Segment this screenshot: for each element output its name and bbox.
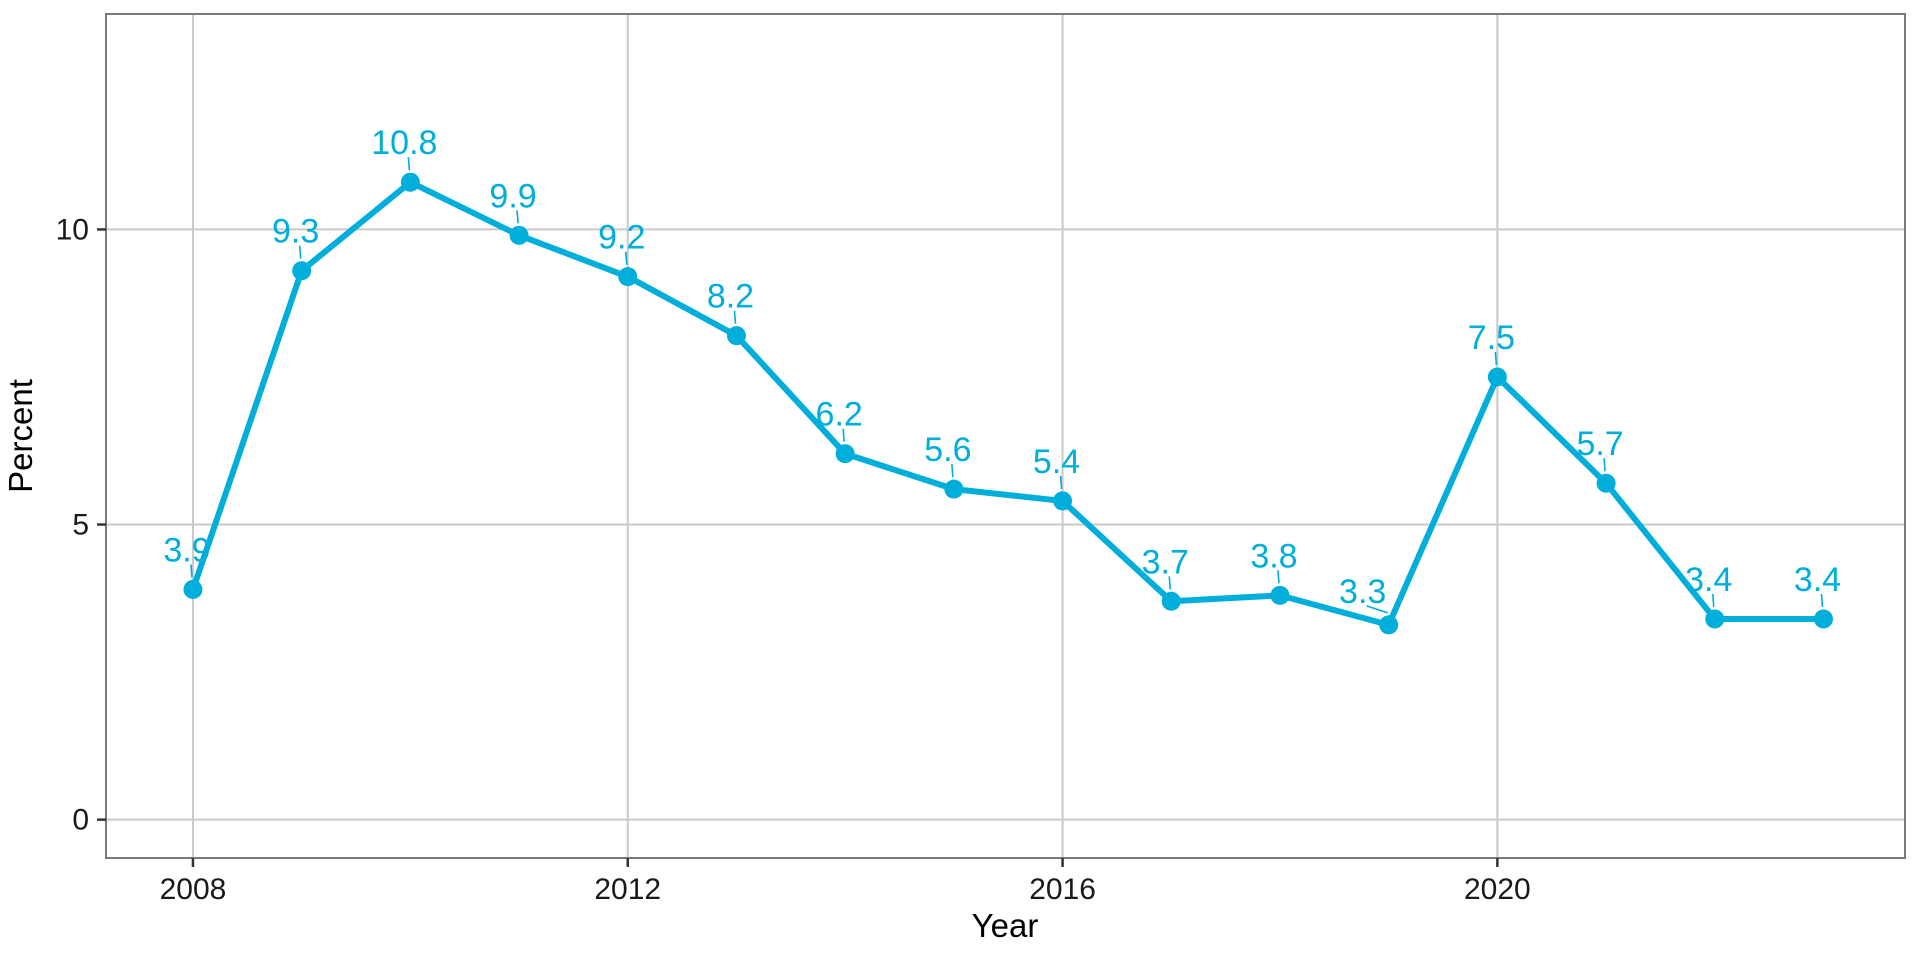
data-line bbox=[189, 179, 1827, 628]
label-leader-line bbox=[298, 245, 302, 259]
label-leader-line bbox=[842, 428, 845, 442]
gridlines bbox=[106, 14, 1905, 858]
label-leader-line bbox=[1603, 458, 1606, 472]
data-point bbox=[292, 261, 312, 281]
data-point-labels: 3.9 9.3 10.8 9.9 9.2 8.2 6.2 5.6 5.4 3.7 3.8 3.3 7.5… bbox=[163, 124, 1841, 611]
data-point-label: 3.9 bbox=[163, 531, 210, 569]
data-point bbox=[835, 444, 855, 464]
data-point bbox=[400, 172, 420, 192]
x-axis-tick-labels: 2008 2012 2016 2020 bbox=[160, 873, 1531, 906]
x-axis-title: Year bbox=[972, 907, 1039, 944]
label-leader-line bbox=[1168, 576, 1172, 590]
data-point bbox=[1705, 609, 1725, 629]
y-axis-title: Percent bbox=[2, 379, 39, 493]
data-point-label: 10.8 bbox=[371, 124, 437, 162]
data-point-label: 3.7 bbox=[1142, 543, 1189, 581]
panel-border bbox=[105, 13, 1906, 859]
data-point-label: 3.8 bbox=[1250, 537, 1297, 575]
label-leader-line bbox=[1277, 570, 1280, 584]
axis-tick-marks bbox=[97, 228, 1499, 867]
label-leader-line bbox=[1820, 593, 1824, 608]
data-point bbox=[1596, 473, 1616, 493]
data-point bbox=[1813, 609, 1833, 629]
data-point-label: 5.6 bbox=[924, 431, 971, 469]
data-point-label: 3.4 bbox=[1685, 561, 1732, 599]
x-tick-label: 2020 bbox=[1464, 873, 1531, 906]
label-leader-line bbox=[733, 310, 737, 324]
label-leader-line bbox=[516, 210, 519, 224]
label-leader-line bbox=[1059, 475, 1063, 489]
data-point-label: 8.2 bbox=[707, 278, 754, 316]
data-point-label: 9.9 bbox=[489, 177, 536, 215]
data-point bbox=[509, 225, 529, 245]
y-tick-label: 0 bbox=[72, 804, 89, 837]
data-point bbox=[183, 579, 203, 599]
x-tick-label: 2016 bbox=[1029, 873, 1096, 906]
data-point-label: 3.4 bbox=[1794, 561, 1841, 599]
data-point bbox=[1161, 591, 1181, 611]
data-point bbox=[1270, 585, 1290, 605]
data-label-leader-lines bbox=[190, 157, 1824, 614]
label-leader-line bbox=[951, 464, 954, 478]
data-point-label: 7.5 bbox=[1468, 319, 1515, 357]
data-point-label: 5.7 bbox=[1576, 425, 1623, 463]
x-tick-label: 2008 bbox=[160, 873, 227, 906]
data-point-label: 5.4 bbox=[1033, 443, 1080, 481]
data-point bbox=[726, 326, 746, 346]
data-points bbox=[183, 172, 1833, 635]
percent-line bbox=[189, 179, 1827, 628]
data-point-label: 6.2 bbox=[816, 396, 863, 434]
y-tick-label: 10 bbox=[56, 213, 89, 246]
y-tick-label: 5 bbox=[72, 509, 89, 542]
label-leader-line bbox=[1711, 593, 1715, 608]
data-point bbox=[1487, 367, 1507, 387]
label-leader-line bbox=[407, 157, 411, 171]
label-leader-line bbox=[624, 251, 628, 265]
data-point bbox=[1379, 615, 1399, 635]
data-point-label: 9.3 bbox=[272, 213, 319, 251]
y-axis-tick-labels: 0 5 10 bbox=[56, 213, 89, 836]
data-point bbox=[944, 479, 964, 499]
data-point bbox=[1053, 491, 1073, 511]
data-point bbox=[618, 267, 638, 287]
data-point-label: 9.2 bbox=[598, 219, 645, 257]
label-leader-line bbox=[190, 564, 193, 578]
label-leader-line bbox=[1366, 605, 1388, 614]
label-leader-line bbox=[1494, 351, 1498, 366]
x-tick-label: 2012 bbox=[594, 873, 661, 906]
data-point-label: 3.3 bbox=[1339, 573, 1386, 611]
